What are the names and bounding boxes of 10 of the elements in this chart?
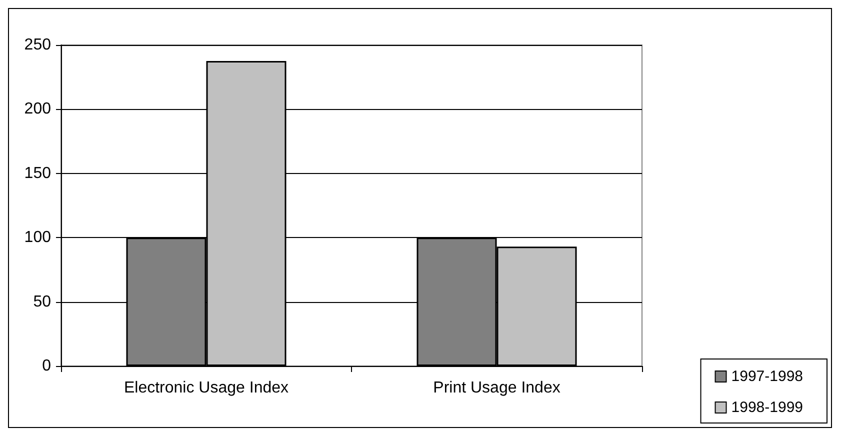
y-tick-label: 200 xyxy=(24,100,52,118)
y-tick-label: 50 xyxy=(33,293,52,310)
legend-label: 1998-1999 xyxy=(731,399,803,416)
legend-label: 1997-1998 xyxy=(731,368,803,385)
x-tick-label: Print Usage Index xyxy=(433,380,560,396)
y-tick-label: 100 xyxy=(24,229,52,246)
y-tick-label: 250 xyxy=(24,36,52,54)
x-tick-label: Electronic Usage Index xyxy=(124,380,289,396)
y-tick-label: 0 xyxy=(42,358,52,374)
y-tick-label: 150 xyxy=(24,164,52,182)
